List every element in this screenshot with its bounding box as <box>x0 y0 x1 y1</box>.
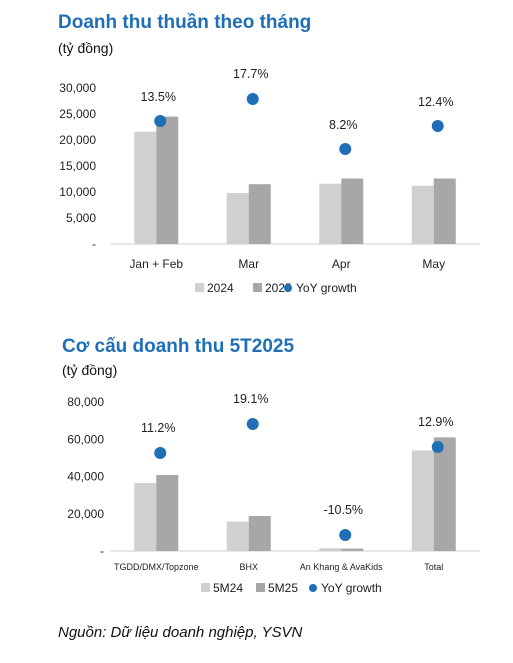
bar-2024 <box>319 183 342 244</box>
bar-5M25 <box>156 475 179 551</box>
y-tick-label: 25,000 <box>59 107 96 121</box>
legend-label: YoY growth <box>321 581 382 595</box>
yoy-dot <box>246 93 259 105</box>
bar-5M24 <box>226 521 249 551</box>
legend-swatch <box>201 583 210 592</box>
yoy-dot <box>246 418 259 430</box>
x-tick-label: May <box>422 257 445 271</box>
yoy-label: 13.5% <box>141 90 176 104</box>
x-tick-label: TGDD/DMX/Topzone <box>114 562 199 572</box>
bar-2024 <box>411 185 434 244</box>
legend-label: 5M25 <box>268 581 298 595</box>
bar-5M25 <box>341 548 364 551</box>
yoy-label: 11.2% <box>141 421 176 435</box>
x-tick-label: BHX <box>239 562 258 572</box>
bar-5M25 <box>433 437 456 551</box>
yoy-label: 19.1% <box>233 392 268 406</box>
x-tick-label: Total <box>424 562 443 572</box>
yoy-label: 12.4% <box>418 95 453 109</box>
yoy-label: 17.7% <box>233 67 268 81</box>
bar-2025 <box>433 178 456 244</box>
bar-5M24 <box>411 450 434 551</box>
legend-label: 2024 <box>207 281 234 295</box>
legend-label: 2025 <box>265 281 292 295</box>
chart1-title: Doanh thu thuần theo tháng <box>58 12 312 33</box>
x-tick-label: An Khang & AvaKids <box>300 562 383 572</box>
bar-2025 <box>341 178 364 244</box>
yoy-dot <box>339 143 352 155</box>
bar-2025 <box>156 116 179 244</box>
y-tick-label: 60,000 <box>67 432 104 446</box>
yoy-label: 8.2% <box>329 118 358 132</box>
bar-2025 <box>248 184 271 244</box>
chart1-unit: (tỷ đồng) <box>58 40 114 56</box>
x-tick-label: Jan + Feb <box>129 257 183 271</box>
x-tick-label: Mar <box>238 257 259 271</box>
y-tick-label: 5,000 <box>66 211 96 225</box>
yoy-dot <box>431 441 444 453</box>
legend-swatch <box>284 284 292 292</box>
legend-swatch <box>195 283 204 292</box>
x-tick-label: Apr <box>332 257 351 271</box>
yoy-label: -10.5% <box>323 503 363 517</box>
y-tick-label: 20,000 <box>59 133 96 147</box>
y-tick-label: 30,000 <box>59 81 96 95</box>
legend-swatch <box>309 584 317 592</box>
y-tick-label: - <box>100 544 104 558</box>
yoy-label: 12.9% <box>418 415 453 429</box>
bar-5M24 <box>134 483 157 551</box>
y-tick-label: 10,000 <box>59 185 96 199</box>
legend-swatch <box>256 583 265 592</box>
legend-swatch <box>253 283 262 292</box>
y-tick-label: 80,000 <box>67 395 104 409</box>
bar-5M24 <box>319 548 342 551</box>
chart2-title: Cơ cấu doanh thu 5T2025 <box>62 336 295 357</box>
source-note: Nguồn: Dữ liệu doanh nghiệp, YSVN <box>58 624 303 641</box>
y-tick-label: - <box>92 237 96 251</box>
y-tick-label: 40,000 <box>67 470 104 484</box>
y-tick-label: 15,000 <box>59 159 96 173</box>
chart1-plot: 30,000 25,000 20,000 15,000 10,000 5,000 - 13.5… <box>59 67 480 295</box>
chart2-unit: (tỷ đồng) <box>62 362 118 378</box>
legend-label: 5M24 <box>213 581 243 595</box>
yoy-dot <box>431 120 444 132</box>
bar-5M25 <box>248 515 271 551</box>
bar-2024 <box>226 193 249 244</box>
yoy-dot <box>154 447 167 459</box>
legend-label: YoY growth <box>296 281 357 295</box>
yoy-dot <box>154 115 167 127</box>
yoy-dot <box>339 529 352 541</box>
y-tick-label: 20,000 <box>67 507 104 521</box>
bar-2024 <box>134 131 157 244</box>
